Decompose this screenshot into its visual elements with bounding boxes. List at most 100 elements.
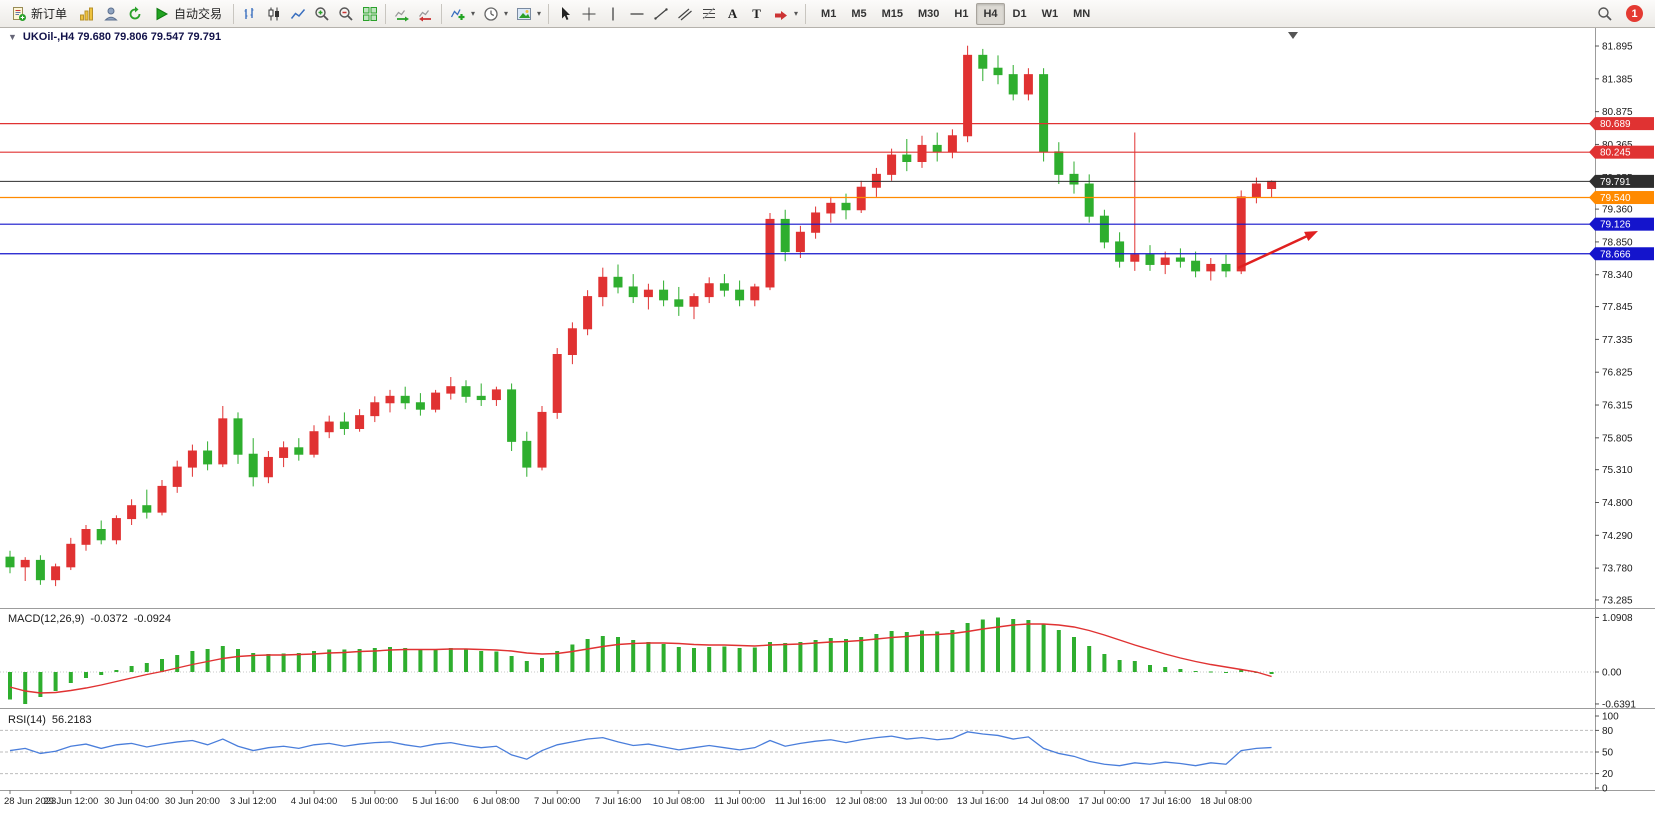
play-icon	[156, 7, 169, 20]
svg-text:1.0908: 1.0908	[1602, 613, 1633, 624]
new-order-icon	[13, 6, 26, 21]
price-tag-79.540: 79.540	[1589, 191, 1654, 205]
crosshair-icon[interactable]	[577, 2, 600, 26]
profiles-icon[interactable]	[99, 2, 122, 26]
timeframe-button-w1[interactable]: W1	[1035, 3, 1066, 25]
candlestick-chart-icon[interactable]	[262, 2, 285, 26]
svg-text:14 Jul 08:00: 14 Jul 08:00	[1018, 796, 1070, 807]
macd-name: MACD(12,26,9)	[8, 613, 85, 625]
svg-text:-0.6391: -0.6391	[1602, 699, 1636, 710]
svg-text:13 Jul 00:00: 13 Jul 00:00	[896, 796, 948, 807]
label-tool-icon[interactable]: T	[745, 2, 768, 26]
svg-text:100: 100	[1602, 712, 1619, 723]
cursor-icon[interactable]	[553, 2, 576, 26]
new-chart-icon[interactable]	[75, 2, 98, 26]
line-chart-icon[interactable]	[286, 2, 309, 26]
timeframe-button-h4[interactable]: H4	[976, 2, 1005, 25]
label-tool-label: T	[752, 5, 761, 21]
timeframe-button-m1[interactable]: M1	[814, 3, 843, 25]
svg-text:75.310: 75.310	[1602, 465, 1633, 476]
chart-shift-icon[interactable]	[414, 2, 437, 26]
timeframe-button-m5[interactable]: M5	[844, 3, 873, 25]
svg-text:80: 80	[1602, 726, 1614, 737]
svg-text:75.805: 75.805	[1602, 433, 1633, 444]
horizontal-price-lines[interactable]	[0, 123, 1595, 255]
indicators-dropdown-caret[interactable]: ▾	[471, 9, 476, 18]
svg-text:17 Jul 16:00: 17 Jul 16:00	[1139, 796, 1191, 807]
timeframe-button-m15[interactable]: M15	[875, 3, 910, 25]
svg-text:11 Jul 16:00: 11 Jul 16:00	[775, 796, 826, 807]
timeframe-button-m30[interactable]: M30	[911, 3, 946, 25]
new-order-button[interactable]: 新订单	[4, 2, 74, 26]
svg-text:30 Jun 04:00: 30 Jun 04:00	[104, 796, 159, 807]
trendline-tool-icon[interactable]	[649, 2, 672, 26]
svg-text:77.845: 77.845	[1602, 302, 1633, 313]
trend-arrow-annotation[interactable]	[1237, 231, 1318, 270]
notification-count: 1	[1631, 7, 1638, 20]
auto-trading-button[interactable]: 自动交易	[147, 2, 229, 26]
auto-scroll-icon[interactable]	[390, 2, 413, 26]
symbol-ohlc-text: UKOil-,H4 79.680 79.806 79.547 79.791	[22, 31, 222, 43]
vertical-line-tool-icon[interactable]	[601, 2, 624, 26]
chart-shift-marker-icon[interactable]	[1288, 32, 1298, 39]
svg-text:29 Jun 12:00: 29 Jun 12:00	[43, 796, 98, 807]
templates-icon[interactable]	[512, 2, 535, 26]
price-tag-79.791: 79.791	[1589, 174, 1654, 188]
svg-text:6 Jul 08:00: 6 Jul 08:00	[473, 796, 519, 807]
bar-chart-icon[interactable]	[238, 2, 261, 26]
toolbar-separator	[441, 3, 443, 24]
search-icon[interactable]	[1593, 2, 1616, 26]
text-tool-icon[interactable]: A	[721, 2, 744, 26]
rsi-name: RSI(14)	[8, 714, 46, 726]
svg-text:4 Jul 04:00: 4 Jul 04:00	[291, 796, 337, 807]
zoom-out-icon[interactable]	[334, 2, 357, 26]
fibonacci-tool-icon[interactable]	[697, 2, 720, 26]
svg-text:17 Jul 00:00: 17 Jul 00:00	[1079, 796, 1131, 807]
periods-dropdown-caret[interactable]: ▾	[504, 9, 509, 18]
indicators-icon[interactable]	[446, 2, 469, 26]
channel-tool-icon[interactable]	[673, 2, 696, 26]
svg-text:5 Jul 00:00: 5 Jul 00:00	[352, 796, 398, 807]
svg-text:79.126: 79.126	[1600, 220, 1631, 231]
macd-indicator-label: MACD(12,26,9) -0.0372 -0.0924	[8, 613, 171, 625]
one-click-trading-arrow-icon[interactable]: ▼	[8, 32, 17, 42]
timeframe-button-mn[interactable]: MN	[1066, 3, 1097, 25]
zoom-in-icon[interactable]	[310, 2, 333, 26]
svg-text:79.540: 79.540	[1600, 193, 1631, 204]
tile-windows-icon[interactable]	[358, 2, 381, 26]
svg-text:18 Jul 08:00: 18 Jul 08:00	[1200, 796, 1252, 807]
svg-text:77.335: 77.335	[1602, 335, 1633, 346]
chart-symbol-header[interactable]: ▼ UKOil-,H4 79.680 79.806 79.547 79.791	[8, 31, 221, 43]
svg-text:80.245: 80.245	[1600, 148, 1631, 159]
svg-text:81.895: 81.895	[1602, 42, 1633, 53]
svg-text:28 Jun 2023: 28 Jun 2023	[4, 796, 56, 807]
refresh-icon[interactable]	[123, 2, 146, 26]
chart-canvas[interactable]: 81.89581.38580.87580.36579.85579.36078.8…	[0, 28, 1655, 836]
svg-text:74.290: 74.290	[1602, 531, 1633, 542]
timeframe-button-h1[interactable]: H1	[947, 3, 975, 25]
svg-text:12 Jul 08:00: 12 Jul 08:00	[835, 796, 887, 807]
svg-text:13 Jul 16:00: 13 Jul 16:00	[957, 796, 1009, 807]
timeframe-button-d1[interactable]: D1	[1006, 3, 1034, 25]
arrows-tool-icon[interactable]	[769, 2, 792, 26]
price-tag-79.126: 79.126	[1589, 217, 1654, 231]
indicator-level-lines	[0, 671, 1595, 775]
svg-text:80.875: 80.875	[1602, 107, 1633, 118]
notification-badge[interactable]: 1	[1626, 5, 1643, 22]
templates-dropdown-caret[interactable]: ▾	[537, 9, 542, 18]
panel-separators[interactable]	[0, 28, 1655, 791]
svg-text:3 Jul 12:00: 3 Jul 12:00	[230, 796, 276, 807]
toolbar-separator	[233, 3, 235, 24]
svg-text:80.365: 80.365	[1602, 140, 1633, 151]
horizontal-line-tool-icon[interactable]	[625, 2, 648, 26]
svg-text:30 Jun 20:00: 30 Jun 20:00	[165, 796, 220, 807]
price-tag-80.689: 80.689	[1589, 117, 1654, 131]
rsi-indicator-label: RSI(14) 56.2183	[8, 714, 92, 726]
arrows-dropdown-caret[interactable]: ▾	[794, 9, 799, 18]
svg-text:76.315: 76.315	[1602, 401, 1633, 412]
macd-main-value: -0.0372	[90, 613, 128, 625]
svg-text:0.00: 0.00	[1602, 668, 1622, 679]
svg-text:5 Jul 16:00: 5 Jul 16:00	[412, 796, 458, 807]
periods-icon[interactable]	[479, 2, 502, 26]
